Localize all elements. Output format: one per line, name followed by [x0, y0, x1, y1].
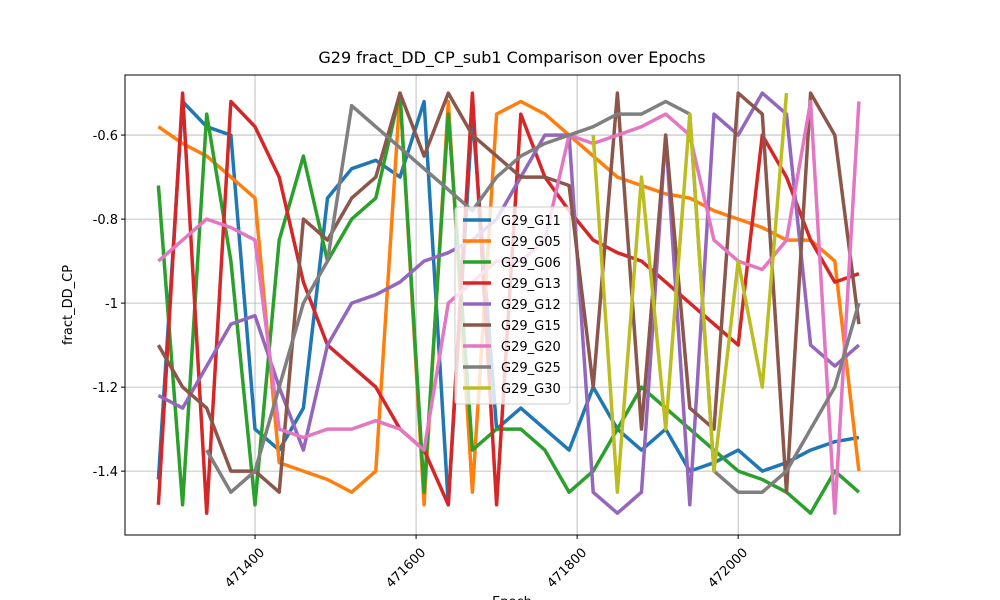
x-tick-label: 471400: [222, 545, 268, 591]
legend-label: G29_G15: [501, 319, 561, 334]
x-axis-label: Epoch: [492, 595, 532, 600]
legend-label: G29_G06: [501, 256, 561, 271]
series-line: [157, 91, 861, 515]
x-tick-label: 472000: [705, 545, 751, 591]
legend-label: G29_G20: [501, 340, 561, 355]
legend-label: G29_G13: [501, 277, 561, 292]
y-axis-label: fract_DD_CP: [61, 265, 76, 345]
chart-title: G29 fract_DD_CP_sub1 Comparison over Epo…: [318, 48, 705, 68]
legend-box: [454, 206, 571, 405]
y-tick-label: -0.8: [93, 213, 118, 228]
y-tick-label: -1: [105, 297, 118, 312]
plot-frame: [124, 74, 901, 536]
series-line: [157, 91, 861, 507]
legend-label: G29_G11: [501, 214, 561, 229]
series-line: [591, 92, 789, 494]
y-tick-label: -0.6: [93, 129, 118, 144]
series-line: [205, 99, 861, 494]
series-line: [156, 91, 861, 515]
series-line: [156, 99, 860, 507]
y-tick-label: -1.4: [93, 465, 118, 480]
x-tick-label: 471600: [383, 545, 429, 591]
legend-label: G29_G05: [501, 235, 561, 250]
legend-label: G29_G30: [501, 382, 561, 397]
legend-label: G29_G25: [501, 361, 561, 376]
y-tick-label: -1.2: [93, 381, 118, 396]
x-tick-label: 471800: [544, 545, 590, 591]
legend-label: G29_G12: [501, 298, 561, 313]
